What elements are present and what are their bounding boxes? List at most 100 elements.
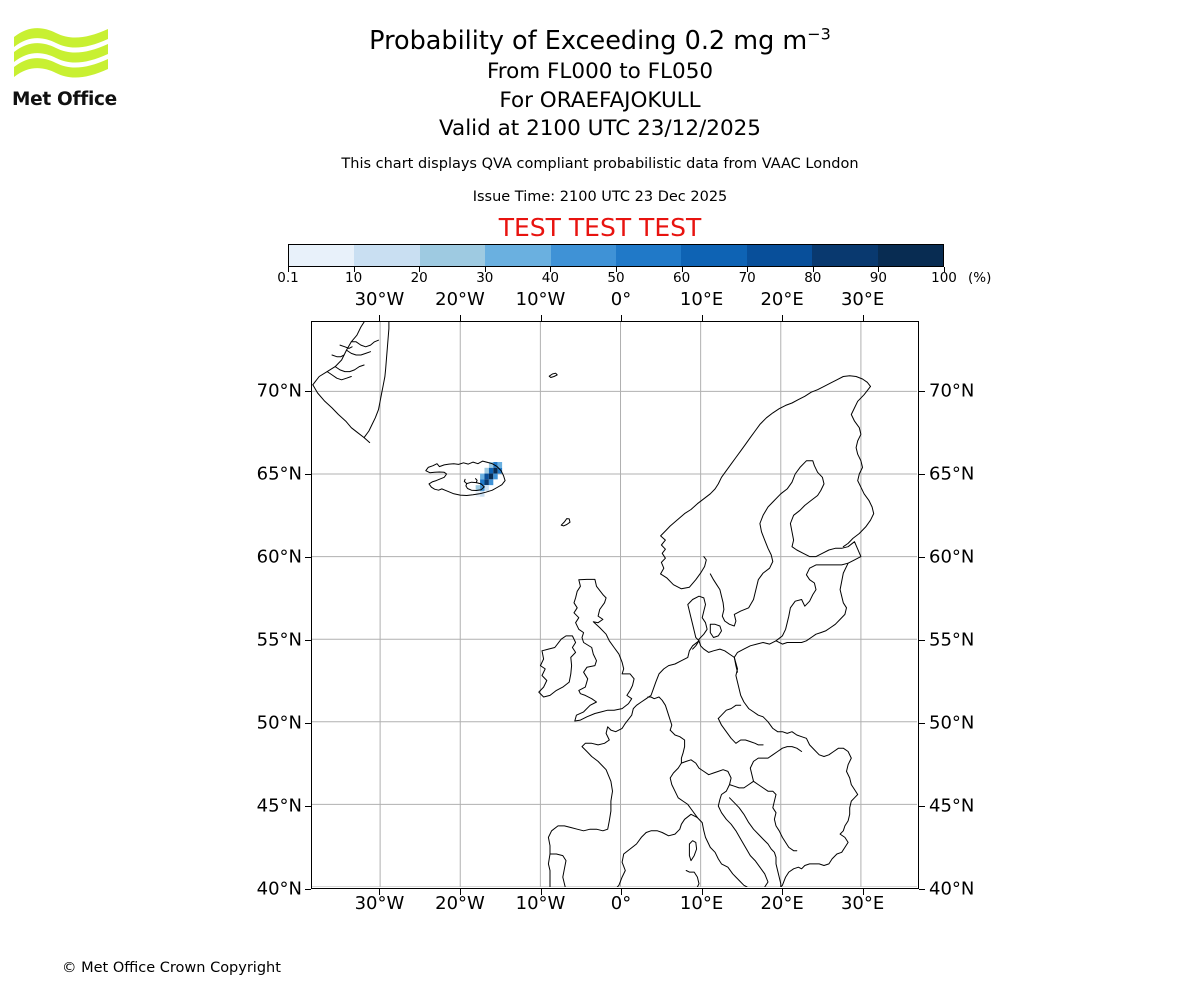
coastline-path (573, 578, 635, 722)
lon-tick (782, 315, 784, 321)
colorbar-tick (288, 267, 289, 272)
colorbar-tick-label: 30 (476, 270, 494, 286)
copyright-notice: © Met Office Crown Copyright (62, 960, 281, 976)
caption-issue-time: Issue Time: 2100 UTC 23 Dec 2025 (472, 189, 728, 205)
top-lon-label: 10°E (679, 289, 724, 310)
colorbar-tick (353, 267, 355, 272)
lat-tick (305, 639, 311, 641)
lat-label: 70°N (256, 380, 302, 402)
ash-cell (488, 473, 494, 480)
colorbar-tick-label: 20 (410, 270, 428, 286)
coastline-path (775, 562, 849, 645)
coastline-path (425, 460, 506, 496)
lat-label: 65°N (929, 463, 975, 485)
lon-tick (621, 315, 623, 321)
lon-tick (701, 315, 703, 321)
lat-label: 65°N (256, 463, 302, 485)
coastline-path (560, 518, 571, 527)
lat-label: 50°N (256, 712, 302, 734)
coastline-path (346, 349, 371, 356)
bottom-lon-label: 30°E (840, 893, 885, 914)
map-plot-area[interactable] (311, 321, 919, 889)
colorbar-tick-label: 10 (345, 270, 363, 286)
coastline-path (350, 339, 379, 348)
colorbar-segment-8 (812, 245, 878, 266)
colorbar-segment-2 (419, 245, 486, 266)
colorbar-tick-label: 80 (804, 270, 822, 286)
coastline-path (698, 460, 862, 658)
colorbar-tick (878, 267, 880, 272)
colorbar-segment-3 (485, 245, 551, 266)
chart-title-block: Probability of Exceeding 0.2 mg m−3 From… (140, 24, 1060, 144)
coastline-path (688, 840, 698, 862)
map-canvas (312, 322, 917, 887)
colorbar-tick-label: 50 (607, 270, 625, 286)
colorbar-segment-6 (681, 245, 747, 266)
coastline-path (685, 870, 700, 887)
lon-tick (459, 315, 461, 321)
bottom-longitude-axis: 30°W 20°W 10°W 0° 10°E 20°E 30°E (311, 893, 919, 917)
top-lon-label: 20°E (760, 289, 804, 310)
lat-tick (305, 473, 311, 475)
colorbar-unit-label: (%) (968, 270, 992, 286)
coastline-path (548, 372, 558, 378)
lat-label: 40°N (256, 878, 302, 900)
coastline-path (669, 759, 769, 887)
colorbar-segment-0 (289, 245, 355, 266)
colorbar-segment-5 (616, 245, 682, 266)
bottom-lon-label: 20°E (760, 893, 804, 914)
colorbar-segment-9 (877, 245, 944, 266)
coastline-path (692, 640, 700, 650)
colorbar-tick (550, 267, 552, 272)
lon-tick (701, 889, 703, 895)
lat-label: 40°N (929, 878, 975, 900)
coastline-path (549, 853, 567, 887)
coastline-path (660, 375, 871, 575)
top-lon-label: 0° (610, 289, 632, 310)
lon-tick (379, 889, 381, 895)
top-lon-label: 10°W (515, 289, 566, 310)
lat-label: 45°N (256, 795, 302, 817)
ash-cell (484, 467, 489, 474)
ash-cell (484, 485, 489, 491)
caption-qva-statement: This chart displays QVA compliant probab… (341, 156, 859, 172)
colorbar-gradient (288, 244, 944, 267)
lon-tick (862, 889, 864, 895)
top-lon-label: 20°W (435, 289, 485, 310)
ash-cell (488, 479, 494, 486)
lat-tick (305, 805, 311, 807)
colorbar-tick-label: 70 (738, 270, 756, 286)
coastline-path (475, 478, 478, 484)
top-lon-label: 30°W (354, 289, 405, 310)
lat-tick (919, 473, 925, 475)
met-office-logo: Met Office (12, 26, 122, 116)
lat-label: 70°N (929, 380, 975, 402)
lon-tick (379, 315, 381, 321)
lat-label: 50°N (929, 712, 975, 734)
ash-cell (497, 462, 503, 468)
lat-tick (305, 889, 311, 890)
colorbar-tick (419, 267, 421, 272)
coastline-path (687, 595, 708, 642)
top-longitude-axis: 30°W 20°W 10°W 0° 10°E 20°E 30°E (311, 289, 919, 311)
ash-cell (488, 462, 494, 468)
colorbar-tick (944, 267, 945, 272)
lat-label: 55°N (256, 629, 302, 651)
colorbar-tick-label: 100 (931, 270, 957, 286)
coastline-path (465, 481, 485, 491)
coastline-path (645, 813, 748, 887)
coastline-path (312, 322, 365, 386)
colorbar-tick (812, 267, 814, 272)
lat-tick (919, 556, 925, 558)
coastline-path (326, 371, 352, 381)
lon-tick (621, 889, 623, 895)
colorbar-segment-7 (746, 245, 813, 266)
title-flight-levels: From FL000 to FL050 (486, 59, 714, 84)
lat-label: 55°N (929, 629, 975, 651)
bottom-lon-label: 30°W (354, 893, 405, 914)
ash-cell (493, 467, 498, 474)
ash-cell (475, 485, 481, 491)
bottom-lon-label: 10°W (515, 893, 566, 914)
colorbar-tick (747, 267, 749, 272)
coastline-path (363, 322, 390, 439)
